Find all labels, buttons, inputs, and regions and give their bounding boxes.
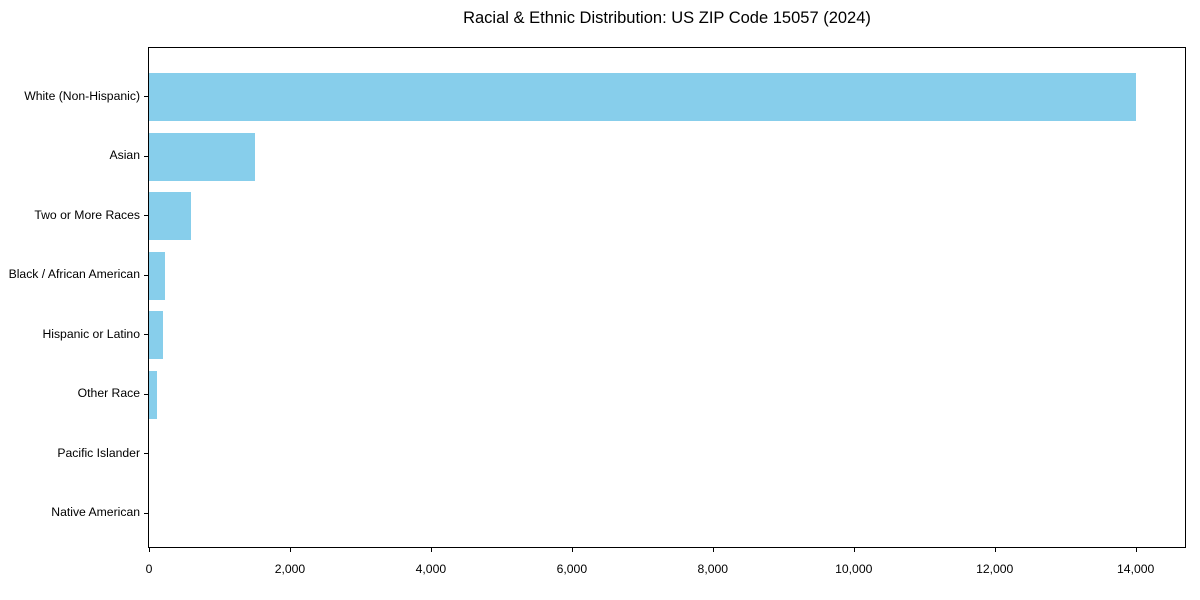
y-tick-label-other-race: Other Race <box>77 386 140 400</box>
y-tick-label-two-or-more-races: Two or More Races <box>34 207 140 222</box>
y-tick-label-black-african-american: Black / African American <box>8 267 140 281</box>
x-tick-mark <box>149 548 150 552</box>
x-tick-label-4000: 4,000 <box>415 562 447 576</box>
bar-white-non-hispanic <box>149 73 1136 121</box>
bar-asian <box>149 132 255 181</box>
x-tick-mark <box>571 548 573 552</box>
y-tick-mark <box>144 393 148 395</box>
x-tick-label-6000: 6,000 <box>556 562 588 576</box>
x-tick-mark <box>712 548 714 552</box>
y-tick-mark <box>144 155 148 157</box>
x-tick-label-14000: 14,000 <box>1117 562 1155 576</box>
y-tick-label-native-american: Native American <box>51 505 140 519</box>
y-tick-mark <box>144 512 148 514</box>
y-tick-label-hispanic-or-latino: Hispanic or Latino <box>42 326 140 341</box>
x-tick-label-12000: 12,000 <box>976 562 1014 576</box>
bar-black-african-american <box>149 251 166 300</box>
plot-area <box>148 47 1186 548</box>
x-tick-mark <box>289 548 291 552</box>
bar-two-or-more-races <box>149 192 192 240</box>
y-tick-mark <box>144 453 148 454</box>
bar-other-race <box>149 370 157 419</box>
y-tick-label-pacific-islander: Pacific Islander <box>57 445 140 460</box>
y-tick-mark <box>144 215 148 216</box>
y-tick-label-white-non-hispanic: White (Non-Hispanic) <box>24 88 140 103</box>
y-tick-mark <box>144 274 148 276</box>
x-tick-label-10000: 10,000 <box>835 562 873 576</box>
x-tick-label-0: 0 <box>145 562 153 576</box>
x-tick-mark <box>853 548 855 552</box>
x-tick-mark <box>430 548 432 552</box>
y-tick-label-asian: Asian <box>109 148 141 162</box>
x-tick-label-8000: 8,000 <box>697 562 729 576</box>
chart-title: Racial & Ethnic Distribution: US ZIP Cod… <box>463 9 871 27</box>
x-tick-label-2000: 2,000 <box>274 562 306 576</box>
y-tick-mark <box>144 334 148 335</box>
bar-hispanic-or-latino <box>149 311 164 359</box>
y-tick-mark <box>144 96 148 97</box>
x-tick-mark <box>994 548 996 552</box>
x-tick-mark <box>1135 548 1137 552</box>
